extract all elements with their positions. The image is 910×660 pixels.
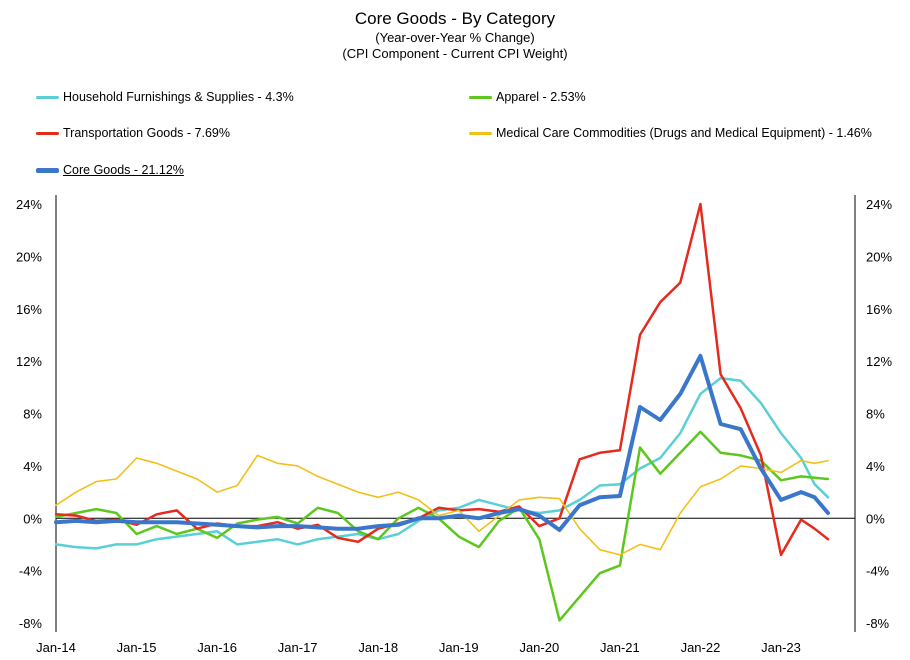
- y-tick-label-left: 0%: [23, 511, 42, 526]
- legend-household-furnishings[interactable]: Household Furnishings & Supplies - 4.3%: [36, 90, 294, 104]
- series-line-3: [55, 454, 829, 556]
- x-tick-label: Jan-17: [278, 640, 318, 655]
- x-tick-label: Jan-19: [439, 640, 479, 655]
- axes-group: [55, 195, 856, 632]
- x-tick-label: Jan-20: [519, 640, 559, 655]
- y-tick-label-left: -4%: [19, 564, 43, 579]
- y-tick-label-right: 4%: [866, 459, 885, 474]
- y-tick-label-right: 24%: [866, 197, 892, 212]
- y-tick-label-right: 8%: [866, 407, 885, 422]
- tick-labels: 24% 24% 20% 20% 16% 16% 12% 12% 8% 8% 4% 4% 0% 0% -4% -…: [16, 197, 892, 655]
- chart-titles: Core Goods - By Category (Year-over-Year…: [0, 8, 910, 62]
- y-tick-label-right: -4%: [866, 564, 890, 579]
- x-tick-label: Jan-18: [358, 640, 398, 655]
- y-tick-label-left: 12%: [16, 354, 42, 369]
- chart-title: Core Goods - By Category: [354, 9, 556, 28]
- y-tick-label-right: 20%: [866, 249, 892, 264]
- legend-swatch-apparel: [469, 95, 492, 99]
- x-tick-label: Jan-22: [681, 640, 721, 655]
- y-tick-label-right: 12%: [866, 354, 892, 369]
- legend-core-goods[interactable]: Core Goods - 21.12%: [36, 163, 184, 177]
- y-tick-label-right: 0%: [866, 511, 885, 526]
- legend-label-apparel: Apparel - 2.53%: [496, 90, 586, 104]
- y-tick-label-left: -8%: [19, 616, 43, 631]
- legend-label-medical: Medical Care Commodities (Drugs and Medi…: [496, 126, 872, 140]
- legend-transportation-goods[interactable]: Transportation Goods - 7.69%: [36, 126, 230, 140]
- series-line-1: [54, 430, 830, 622]
- series-line-4: [54, 353, 830, 532]
- series-line-2: [54, 202, 830, 557]
- y-tick-label-left: 24%: [16, 197, 42, 212]
- y-tick-label-left: 20%: [16, 249, 42, 264]
- legend-apparel[interactable]: Apparel - 2.53%: [469, 90, 586, 104]
- legend-label-household: Household Furnishings & Supplies - 4.3%: [63, 90, 294, 104]
- legend-medical-care-commodities[interactable]: Medical Care Commodities (Drugs and Medi…: [469, 126, 872, 140]
- x-tick-label: Jan-15: [117, 640, 157, 655]
- x-tick-label: Jan-14: [36, 640, 76, 655]
- legend-label-transportation: Transportation Goods - 7.69%: [63, 126, 230, 140]
- x-tick-label: Jan-21: [600, 640, 640, 655]
- legend-swatch-medical: [469, 131, 492, 135]
- legend-swatch-household: [36, 95, 59, 99]
- chart-subtitle-2: (CPI Component - Current CPI Weight): [342, 46, 568, 61]
- y-tick-label-right: -8%: [866, 616, 890, 631]
- y-tick-label-left: 8%: [23, 407, 42, 422]
- y-tick-label-left: 16%: [16, 302, 42, 317]
- x-tick-label: Jan-23: [761, 640, 801, 655]
- x-tick-label: Jan-16: [197, 640, 237, 655]
- y-tick-label-right: 16%: [866, 302, 892, 317]
- legend-swatch-core-goods: [36, 167, 59, 173]
- chart-subtitle-1: (Year-over-Year % Change): [375, 30, 535, 45]
- y-tick-label-left: 4%: [23, 459, 42, 474]
- series-lines: [54, 202, 830, 622]
- legend-swatch-transportation: [36, 131, 59, 135]
- legend-label-core-goods: Core Goods - 21.12%: [63, 163, 184, 177]
